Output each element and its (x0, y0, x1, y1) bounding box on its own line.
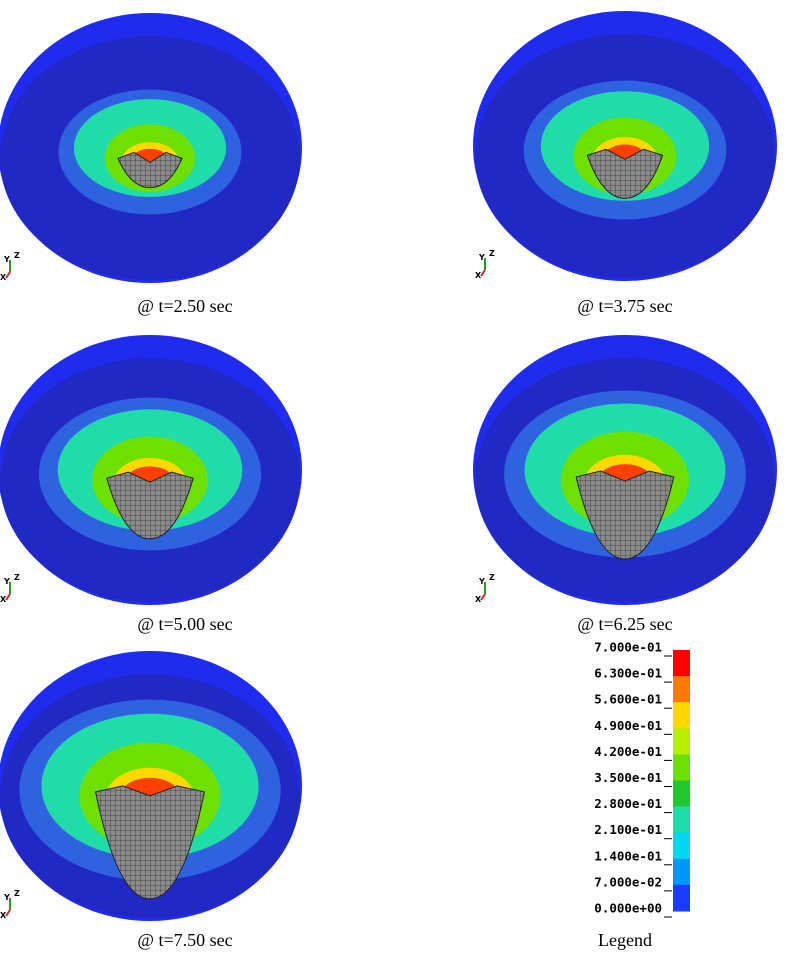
panel-caption: @ t=6.25 sec (577, 614, 672, 634)
panel-caption: @ t=2.50 sec (137, 296, 232, 316)
legend-swatch (673, 676, 690, 703)
legend-swatch (673, 781, 690, 808)
legend-swatch (673, 702, 690, 729)
triad-label: Z (14, 251, 20, 260)
panel-caption: @ t=3.75 sec (577, 296, 672, 316)
triad-label: X (0, 911, 7, 920)
legend-label: 2.800e-01 (594, 796, 662, 811)
legend-swatch (673, 859, 690, 886)
triad-label: Y (478, 253, 485, 262)
axis-x (6, 910, 10, 916)
triad-label: Z (489, 249, 495, 258)
triad-label: X (0, 273, 7, 282)
legend-label: 4.200e-01 (594, 744, 662, 759)
panel-caption: @ t=5.00 sec (137, 614, 232, 634)
axis-x (6, 272, 10, 278)
legend-label: 7.000e-02 (594, 874, 662, 889)
triad-label: Y (3, 255, 10, 264)
legend-label: 5.600e-01 (594, 692, 662, 707)
axis-x (6, 594, 10, 600)
figure: Legend YZX@ t=2.50 secYZX@ t=3.75 secYZX… (0, 0, 802, 953)
triad-label: Y (3, 893, 10, 902)
legend-label: 6.300e-01 (594, 666, 662, 681)
legend-title: Legend (598, 930, 652, 950)
legend-swatch (673, 807, 690, 834)
legend-label: 0.000e+00 (594, 901, 662, 916)
legend-label: 3.500e-01 (594, 770, 662, 785)
legend-label: 4.900e-01 (594, 718, 662, 733)
legend-label: 1.400e-01 (594, 848, 662, 863)
legend-label: 7.000e-01 (594, 640, 662, 655)
triad-label: X (0, 595, 7, 604)
axis-x (481, 270, 485, 276)
triad-label: X (475, 271, 482, 280)
legend-swatch (673, 650, 690, 677)
panel-caption: @ t=7.50 sec (137, 930, 232, 950)
legend-label: 2.100e-01 (594, 822, 662, 837)
triad-label: X (475, 595, 482, 604)
legend-swatch (673, 885, 690, 912)
axis-x (481, 594, 485, 600)
triad-label: Z (489, 573, 495, 582)
triad-label: Z (14, 573, 20, 582)
legend-swatch (673, 728, 690, 755)
triad-label: Z (14, 889, 20, 898)
legend-swatch (673, 833, 690, 860)
legend-swatch (673, 754, 690, 781)
triad-label: Y (3, 577, 10, 586)
triad-label: Y (478, 577, 485, 586)
